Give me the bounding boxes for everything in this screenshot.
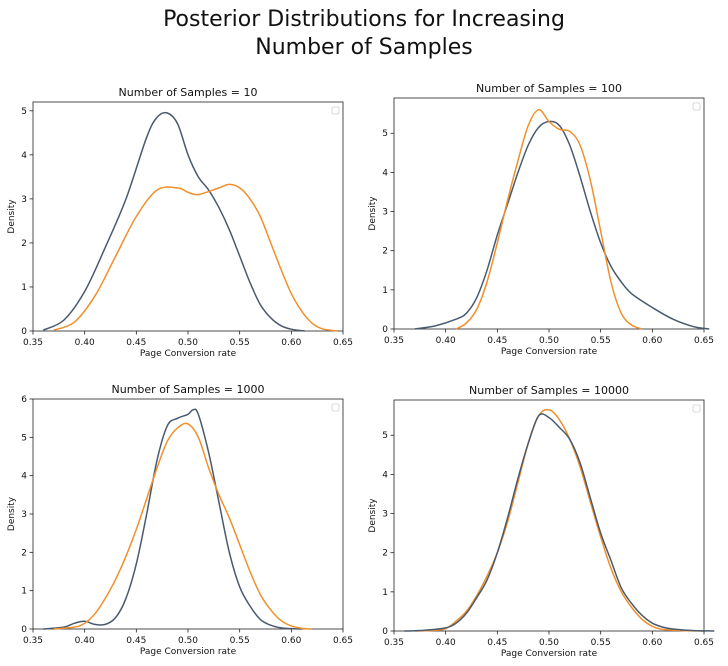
x-tick-label: 0.65 [694, 638, 714, 648]
y-tick-label: 4 [21, 472, 27, 482]
plot-frame [393, 97, 705, 330]
legend-box [331, 403, 340, 412]
y-axis-label: Density [7, 496, 17, 531]
y-tick-label: 2 [21, 239, 27, 249]
plot-frame [32, 398, 344, 630]
y-tick-label: 5 [21, 433, 27, 443]
chart-panel-3: 0.35 0.40 0.45 0.50 0.55 0.60 0.65 0 1 2 3 4 5 6 Numbe… [7, 383, 353, 657]
x-tick-label: 0.40 [436, 336, 456, 346]
y-tick-label: 0 [382, 627, 388, 637]
y-tick-label: 5 [382, 431, 388, 441]
x-tick-label: 0.60 [281, 636, 301, 646]
legend-box [692, 102, 701, 111]
panel-title: Number of Samples = 100 [476, 82, 622, 95]
x-tick-label: 0.50 [539, 638, 559, 648]
y-tick-label: 1 [382, 588, 388, 598]
series-line-2 [53, 183, 338, 332]
y-tick-label: 5 [382, 129, 388, 139]
x-tick-label: 0.50 [178, 636, 198, 646]
chart-panel-4: 0.35 0.40 0.45 0.50 0.55 0.60 0.65 0 1 2 3 4 5 Number… [368, 384, 715, 659]
panel-title: Number of Samples = 10 [119, 86, 258, 99]
x-tick-label: 0.55 [230, 636, 250, 646]
y-tick-label: 2 [382, 549, 388, 559]
y-tick-label: 1 [21, 587, 27, 597]
x-tick-label: 0.50 [539, 336, 559, 346]
x-axis-label: Page Conversion rate [140, 349, 237, 359]
y-tick-label: 4 [21, 151, 27, 161]
x-tick-label: 0.35 [23, 338, 43, 348]
y-tick-label: 3 [382, 510, 388, 520]
x-tick-label: 0.55 [591, 638, 611, 648]
series-line-2 [404, 413, 715, 632]
x-tick-label: 0.65 [333, 338, 353, 348]
chart-panel-2: 0.35 0.40 0.45 0.50 0.55 0.60 0.65 0 1 2 3 4 5 Number… [368, 82, 714, 357]
series-line-2 [53, 422, 313, 630]
x-tick-label: 0.45 [126, 338, 146, 348]
y-tick-label: 0 [21, 625, 27, 635]
x-tick-label: 0.65 [333, 636, 353, 646]
x-tick-label: 0.45 [126, 636, 146, 646]
legend-box [692, 404, 701, 413]
figure-title-line-2: Number of Samples [255, 35, 473, 60]
y-tick-label: 0 [21, 327, 27, 337]
chart-panel-1: 0.35 0.40 0.45 0.50 0.55 0.60 0.65 0 1 2 3 4 5 Number… [7, 86, 353, 359]
y-tick-label: 4 [382, 470, 388, 480]
x-tick-label: 0.40 [75, 636, 95, 646]
x-tick-label: 0.40 [75, 338, 95, 348]
legend-box [331, 106, 340, 115]
x-tick-label: 0.55 [591, 336, 611, 346]
x-tick-label: 0.45 [487, 638, 507, 648]
series-line-1 [414, 120, 710, 330]
plot-frame [393, 399, 705, 632]
y-tick-label: 3 [382, 208, 388, 218]
x-tick-label: 0.40 [436, 638, 456, 648]
y-axis-label: Density [368, 196, 378, 231]
x-axis-label: Page Conversion rate [140, 647, 237, 657]
x-tick-label: 0.60 [281, 338, 301, 348]
y-tick-label: 2 [382, 247, 388, 257]
plot-frame [32, 101, 344, 332]
panel-title: Number of Samples = 10000 [469, 384, 629, 397]
x-tick-label: 0.35 [23, 636, 43, 646]
y-tick-label: 3 [21, 195, 27, 205]
x-tick-label: 0.45 [487, 336, 507, 346]
x-tick-label: 0.60 [642, 336, 662, 346]
y-tick-label: 2 [21, 548, 27, 558]
x-tick-label: 0.35 [384, 336, 404, 346]
y-tick-label: 0 [382, 325, 388, 335]
x-axis-label: Page Conversion rate [501, 347, 598, 357]
series-line-1 [42, 111, 305, 332]
x-axis-label: Page Conversion rate [501, 649, 598, 659]
y-tick-label: 3 [21, 510, 27, 520]
series-line-1 [414, 408, 705, 632]
x-tick-label: 0.50 [178, 338, 198, 348]
y-tick-label: 4 [382, 168, 388, 178]
y-axis-label: Density [368, 498, 378, 533]
y-tick-label: 6 [21, 395, 27, 405]
figure-title-line-1: Posterior Distributions for Increasing [163, 7, 565, 32]
panel-title: Number of Samples = 1000 [112, 383, 265, 396]
x-tick-label: 0.35 [384, 638, 404, 648]
y-tick-label: 1 [382, 286, 388, 296]
series-line-2 [455, 108, 643, 330]
series-line-1 [43, 408, 302, 630]
x-tick-label: 0.65 [694, 336, 714, 346]
y-tick-label: 1 [21, 283, 27, 293]
x-tick-label: 0.60 [642, 638, 662, 648]
y-axis-label: Density [7, 199, 17, 234]
y-tick-label: 5 [21, 107, 27, 117]
x-tick-label: 0.55 [230, 338, 250, 348]
